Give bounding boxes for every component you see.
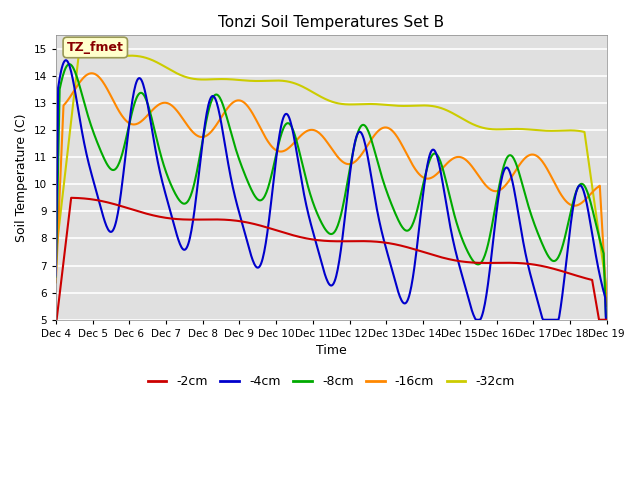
X-axis label: Time: Time: [316, 344, 347, 357]
Legend: -2cm, -4cm, -8cm, -16cm, -32cm: -2cm, -4cm, -8cm, -16cm, -32cm: [143, 370, 520, 393]
Title: Tonzi Soil Temperatures Set B: Tonzi Soil Temperatures Set B: [218, 15, 444, 30]
Y-axis label: Soil Temperature (C): Soil Temperature (C): [15, 113, 28, 242]
Text: TZ_fmet: TZ_fmet: [67, 41, 124, 54]
